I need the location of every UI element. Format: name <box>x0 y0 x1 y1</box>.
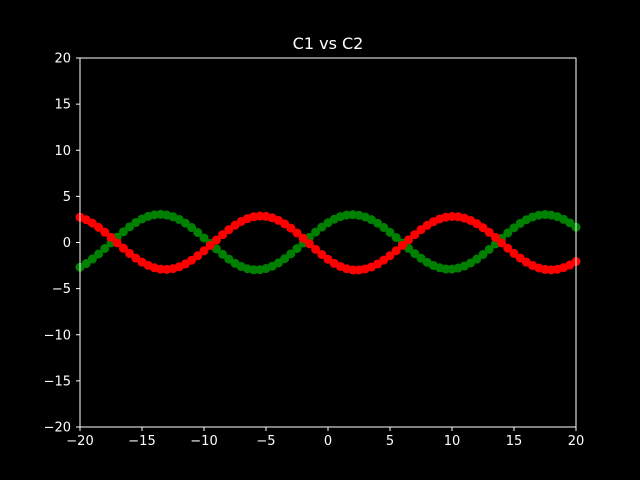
data-point <box>292 228 302 238</box>
data-point <box>404 235 414 245</box>
y-tick-label: 0 <box>63 236 71 251</box>
data-point <box>199 246 209 256</box>
y-tick-label: 15 <box>54 98 71 113</box>
data-point <box>503 243 513 253</box>
data-point <box>118 243 128 253</box>
data-point <box>199 233 209 243</box>
y-tick-label: −10 <box>44 328 71 343</box>
x-tick-label: −20 <box>66 434 93 449</box>
data-point <box>118 227 128 237</box>
data-point <box>286 249 296 259</box>
data-point <box>509 223 519 233</box>
x-tick-label: −10 <box>190 434 217 449</box>
data-point <box>100 243 110 253</box>
data-point <box>106 232 116 242</box>
data-point <box>94 222 104 232</box>
data-point <box>286 223 296 233</box>
x-tick-label: −15 <box>128 434 155 449</box>
data-point <box>280 254 290 264</box>
data-point <box>304 239 314 249</box>
data-point <box>187 255 197 265</box>
data-point <box>379 223 389 233</box>
data-point <box>311 227 321 237</box>
data-point <box>478 223 488 233</box>
data-point <box>484 227 494 237</box>
y-tick-label: −15 <box>44 374 71 389</box>
data-point <box>249 265 259 275</box>
x-tick-label: 5 <box>386 434 394 449</box>
data-point <box>81 259 91 269</box>
data-point <box>385 227 395 237</box>
x-axis: −20 −15 −10 −5 0 5 10 15 20 <box>66 427 584 449</box>
series-1 <box>75 209 581 275</box>
data-point <box>503 228 513 238</box>
y-tick-label: −5 <box>52 282 71 297</box>
data-point <box>317 249 327 259</box>
data-point <box>348 265 358 275</box>
data-point <box>87 254 97 264</box>
data-point <box>292 244 302 254</box>
x-tick-label: 15 <box>506 434 523 449</box>
data-point <box>397 240 407 250</box>
data-point <box>205 240 215 250</box>
data-point <box>441 264 451 274</box>
data-point <box>472 254 482 264</box>
data-point <box>125 248 135 258</box>
data-point <box>100 227 110 237</box>
data-point <box>497 238 507 248</box>
marks-layer <box>75 209 581 275</box>
x-tick-label: 20 <box>568 434 585 449</box>
data-point <box>112 238 122 248</box>
data-point <box>311 244 321 254</box>
data-point <box>218 230 228 240</box>
data-point <box>193 251 203 261</box>
data-point <box>94 249 104 259</box>
data-point <box>391 233 401 243</box>
x-tick-label: 10 <box>444 434 461 449</box>
data-point <box>187 223 197 233</box>
data-point <box>478 249 488 259</box>
y-tick-label: 20 <box>54 52 71 67</box>
data-point <box>410 230 420 240</box>
data-point <box>509 248 519 258</box>
data-point <box>298 233 308 243</box>
data-point <box>224 225 234 235</box>
data-point <box>410 249 420 259</box>
y-tick-label: −20 <box>44 421 71 436</box>
series-2 <box>75 211 581 275</box>
data-point <box>180 218 190 228</box>
data-point <box>211 235 221 245</box>
y-tick-label: 10 <box>54 144 71 159</box>
x-tick-label: 0 <box>324 434 332 449</box>
x-tick-label: −5 <box>256 434 275 449</box>
data-point <box>218 249 228 259</box>
data-point <box>490 232 500 242</box>
data-point <box>385 251 395 261</box>
data-point <box>193 228 203 238</box>
y-axis: −20 −15 −10 −5 0 5 10 15 20 <box>44 52 80 436</box>
data-point <box>391 246 401 256</box>
data-point <box>484 244 494 254</box>
y-tick-label: 5 <box>63 190 71 205</box>
chart-title: C1 vs C2 <box>293 34 364 53</box>
data-point <box>379 255 389 265</box>
